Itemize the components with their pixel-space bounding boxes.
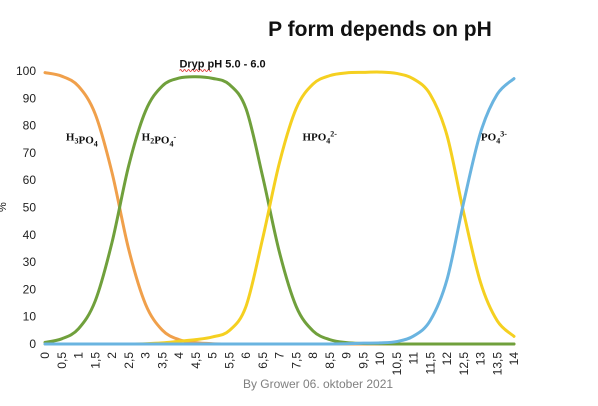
x-tick-label: 3 (139, 352, 153, 359)
x-tick-label: 2 (105, 352, 119, 359)
y-tick-label: 40 (23, 228, 37, 242)
spellcheck-underline (179, 69, 212, 72)
x-tick-label: 12,5 (457, 352, 471, 376)
x-tick-label: 8,5 (323, 352, 337, 369)
x-tick-label: 6 (239, 352, 253, 359)
series-label-1: H2PO4- (142, 132, 177, 149)
x-tick-label: 5,5 (222, 352, 236, 369)
footer-credit: By Grower 06. oktober 2021 (243, 377, 393, 391)
x-tick-label: 4,5 (189, 352, 203, 369)
x-tick-label: 6,5 (256, 352, 270, 369)
y-tick-label: 20 (23, 282, 37, 296)
y-tick-label: 70 (23, 146, 37, 160)
series-line-3 (43, 77, 516, 346)
x-tick-label: 9,5 (356, 352, 370, 369)
x-tick-label: 11 (407, 352, 421, 365)
x-tick-label: 13,5 (490, 352, 504, 376)
series-line-0 (43, 71, 516, 346)
x-tick-label: 4 (172, 352, 186, 359)
annotation-drip-ph: Dryp pH 5.0 - 6.0 (179, 59, 265, 71)
series-label-0: H3PO4 (66, 132, 98, 149)
y-tick-label: 90 (23, 91, 37, 105)
x-tick-label: 7 (273, 352, 287, 359)
series-label-3: PO43- (481, 130, 507, 146)
y-tick-label: 30 (23, 255, 37, 269)
y-tick-label: 100 (16, 64, 36, 78)
chart-title: P form depends on pH (268, 18, 492, 41)
x-tick-label: 0 (38, 352, 52, 359)
series-line-2 (43, 70, 516, 346)
x-tick-label: 1 (72, 352, 86, 359)
y-tick-label: 0 (29, 337, 36, 351)
series-line-1 (43, 75, 516, 346)
x-tick-label: 3,5 (155, 352, 169, 369)
x-tick-label: 14 (507, 352, 521, 366)
series-label-2: HPO42- (302, 130, 337, 146)
x-tick-label: 1,5 (88, 352, 102, 369)
y-tick-label: 80 (23, 119, 37, 133)
x-tick-label: 10,5 (390, 352, 404, 376)
x-tick-label: 5 (206, 352, 220, 359)
x-tick-label: 11,5 (423, 352, 437, 375)
x-tick-label: 10 (373, 352, 387, 366)
x-tick-label: 7,5 (289, 352, 303, 369)
x-tick-label: 9 (340, 352, 354, 359)
x-tick-label: 2,5 (122, 352, 136, 369)
x-tick-label: 8 (306, 352, 320, 359)
x-tick-label: 13 (474, 352, 488, 366)
x-tick-label: 12 (440, 352, 454, 366)
y-axis-label: % (0, 202, 9, 212)
y-tick-label: 50 (23, 201, 37, 215)
y-tick-label: 60 (23, 173, 37, 187)
y-tick-label: 10 (23, 310, 37, 324)
x-tick-label: 0,5 (55, 352, 69, 369)
